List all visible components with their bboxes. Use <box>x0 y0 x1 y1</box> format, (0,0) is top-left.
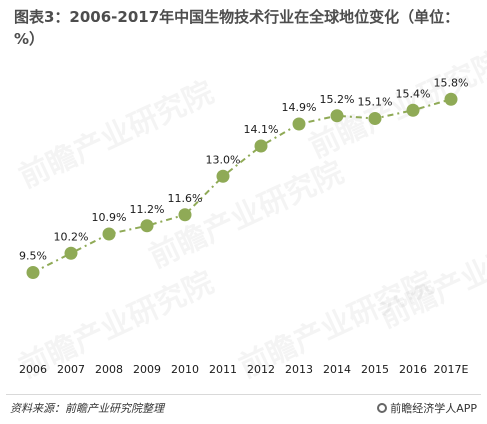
data-point <box>406 103 420 117</box>
x-tick-label: 2006 <box>19 363 47 376</box>
data-label: 11.6% <box>168 192 203 205</box>
data-point <box>330 109 344 123</box>
data-point <box>140 219 154 233</box>
data-label: 10.2% <box>54 230 89 243</box>
data-point <box>178 208 192 222</box>
data-point <box>216 169 230 183</box>
data-label: 10.9% <box>92 211 127 224</box>
series-line <box>32 98 452 274</box>
x-tick-label: 2008 <box>95 363 123 376</box>
data-label: 14.9% <box>282 101 317 114</box>
footer-divider <box>6 394 481 395</box>
source-note: 资料来源：前瞻产业研究院整理 <box>10 402 164 415</box>
x-tick-label: 2009 <box>133 363 161 376</box>
data-label: 15.1% <box>358 96 393 109</box>
x-tick-label: 2014 <box>323 363 351 376</box>
data-point <box>444 92 458 106</box>
data-label: 15.2% <box>320 93 355 106</box>
data-label: 15.4% <box>396 87 431 100</box>
x-tick-label: 2012 <box>247 363 275 376</box>
brand-name: 前瞻经济学人APP <box>390 402 477 415</box>
data-label: 13.0% <box>206 153 241 166</box>
x-tick-label: 2010 <box>171 363 199 376</box>
x-tick-label: 2013 <box>285 363 313 376</box>
data-point <box>26 266 40 279</box>
data-point <box>254 139 268 153</box>
data-label: 14.1% <box>244 123 279 136</box>
x-tick-label: 2017E <box>434 363 469 376</box>
x-tick-label: 2015 <box>361 363 389 376</box>
brand-logo-icon <box>377 403 388 413</box>
data-point <box>292 117 306 131</box>
chart-title: 图表3：2006-2017年中国生物技术行业在全球地位变化（单位：%） <box>14 8 460 48</box>
x-tick-label: 2011 <box>209 363 237 376</box>
data-point <box>368 112 382 125</box>
brand-credit: 前瞻经济学人APP <box>377 400 477 416</box>
x-tick-label: 2007 <box>57 363 85 376</box>
data-label: 15.8% <box>434 76 469 89</box>
data-label: 11.2% <box>130 203 165 216</box>
x-tick-label: 2016 <box>399 363 427 376</box>
data-point <box>102 227 116 241</box>
data-point <box>64 246 78 260</box>
data-label: 9.5% <box>19 250 47 263</box>
